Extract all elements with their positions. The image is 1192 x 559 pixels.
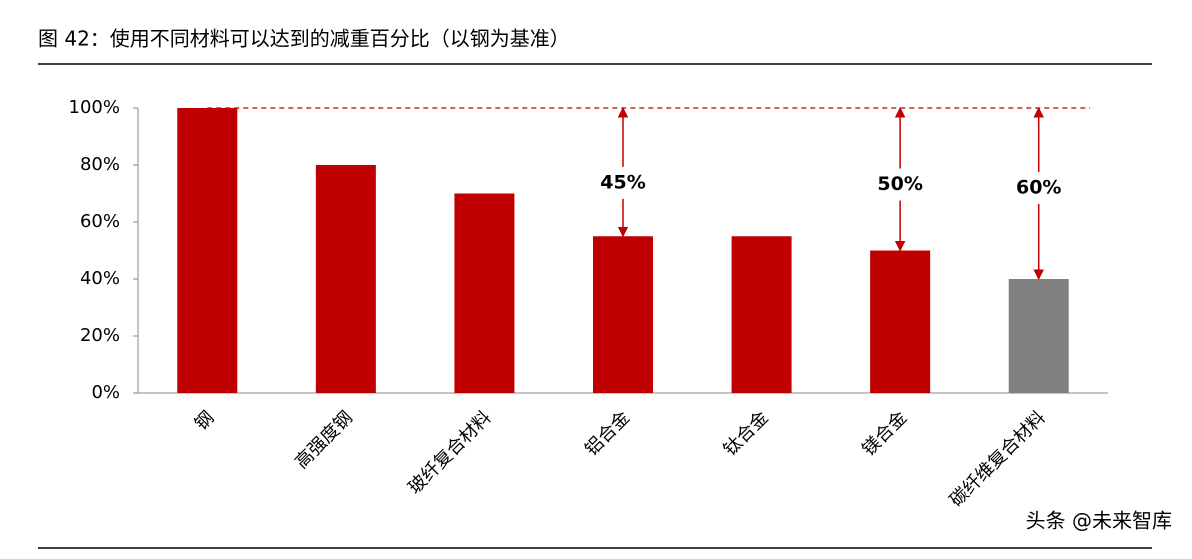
x-tick-label: 高强度钢 bbox=[291, 407, 357, 473]
x-tick-label: 镁合金 bbox=[858, 407, 911, 460]
chart-title: 图 42：使用不同材料可以达到的减重百分比（以钢为基准） bbox=[38, 27, 570, 51]
x-tick-label: 铝合金 bbox=[581, 407, 634, 460]
annotation-label: 50% bbox=[877, 173, 922, 195]
annotation-label: 45% bbox=[600, 171, 645, 193]
bar bbox=[731, 236, 792, 393]
y-tick-label: 20% bbox=[80, 325, 120, 346]
y-tick-label: 40% bbox=[80, 268, 120, 289]
bar bbox=[870, 250, 931, 393]
x-tick-label: 玻纤复合材料 bbox=[404, 407, 495, 498]
y-tick-label: 80% bbox=[80, 154, 120, 175]
y-tick-label: 60% bbox=[80, 211, 120, 232]
bar bbox=[454, 193, 515, 393]
x-tick-label: 碳纤维复合材料 bbox=[946, 407, 1050, 511]
y-tick-label: 0% bbox=[91, 382, 120, 403]
bar bbox=[177, 108, 238, 393]
bar bbox=[593, 236, 653, 393]
x-tick-label: 钢 bbox=[191, 407, 219, 435]
bar bbox=[1008, 279, 1069, 393]
annotation-label: 60% bbox=[1016, 176, 1061, 198]
watermark: 头条 @未来智库 bbox=[1026, 509, 1172, 533]
y-tick-label: 100% bbox=[69, 97, 120, 118]
x-tick-label: 钛合金 bbox=[720, 407, 773, 460]
bar bbox=[315, 165, 376, 393]
